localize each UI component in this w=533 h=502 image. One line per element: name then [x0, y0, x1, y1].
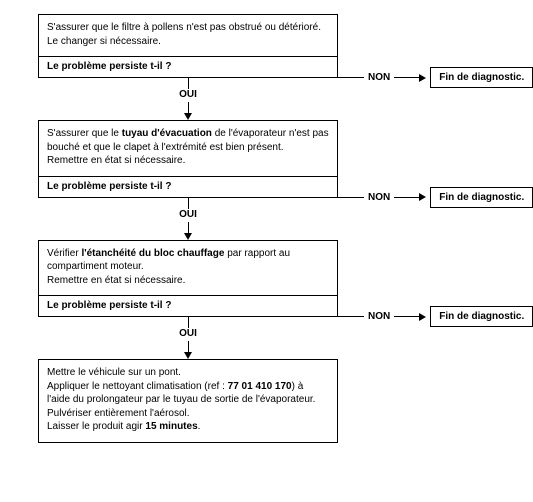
- oui-label-3: OUI: [177, 328, 199, 339]
- non-label-2: NON: [364, 192, 394, 203]
- arrow-down-icon: [184, 352, 192, 359]
- final-line-4: Laisser le produit agir 15 minutes.: [47, 421, 200, 432]
- non-label-3: NON: [364, 311, 394, 322]
- connector-line: [394, 197, 420, 198]
- connector-line: [338, 197, 364, 198]
- end-box-1: Fin de diagnostic.: [430, 67, 533, 88]
- non-branch-2: NON Fin de diagnostic.: [338, 187, 533, 208]
- non-branch-1: NON Fin de diagnostic.: [338, 67, 533, 88]
- end-box-3: Fin de diagnostic.: [430, 306, 533, 327]
- step-3-question: Le problème persiste t-il ?: [39, 295, 337, 316]
- step-block-3: Vérifier l'étanchéité du bloc chauffage …: [38, 240, 338, 318]
- arrow-right-icon: [419, 74, 426, 82]
- final-block: Mettre le véhicule sur un pont. Applique…: [38, 359, 338, 443]
- step-2-text: S'assurer que le tuyau d'évacuation de l…: [39, 121, 337, 176]
- connector-line: [338, 316, 364, 317]
- arrow-down-icon: [184, 113, 192, 120]
- connector-line: [394, 77, 420, 78]
- non-label-1: NON: [364, 72, 394, 83]
- step-2-line-2: Remettre en état si nécessaire.: [47, 155, 185, 166]
- arrow-right-icon: [419, 313, 426, 321]
- final-line-1: Mettre le véhicule sur un pont.: [47, 367, 181, 378]
- step-block-2: S'assurer que le tuyau d'évacuation de l…: [38, 120, 338, 198]
- step-2-line-1: S'assurer que le tuyau d'évacuation de l…: [47, 128, 329, 153]
- step-3-text: Vérifier l'étanchéité du bloc chauffage …: [39, 241, 337, 296]
- step-1-line-2: Le changer si nécessaire.: [47, 36, 161, 47]
- step-block-1: S'assurer que le filtre à pollens n'est …: [38, 14, 338, 78]
- step-3-line-1: Vérifier l'étanchéité du bloc chauffage …: [47, 248, 290, 273]
- oui-label-1: OUI: [177, 89, 199, 100]
- step-2-question: Le problème persiste t-il ?: [39, 176, 337, 197]
- arrow-down-icon: [184, 233, 192, 240]
- oui-label-2: OUI: [177, 209, 199, 220]
- arrow-right-icon: [419, 193, 426, 201]
- non-branch-3: NON Fin de diagnostic.: [338, 306, 533, 327]
- oui-connector-2: OUI: [38, 198, 338, 240]
- final-line-3: Pulvériser entièrement l'aérosol.: [47, 408, 190, 419]
- end-box-2: Fin de diagnostic.: [430, 187, 533, 208]
- final-line-2: Appliquer le nettoyant climatisation (re…: [47, 381, 315, 406]
- oui-connector-1: OUI: [38, 78, 338, 120]
- oui-connector-3: OUI: [38, 317, 338, 359]
- connector-line: [394, 316, 420, 317]
- step-1-question: Le problème persiste t-il ?: [39, 56, 337, 77]
- step-1-text: S'assurer que le filtre à pollens n'est …: [39, 15, 337, 56]
- step-3-line-2: Remettre en état si nécessaire.: [47, 275, 185, 286]
- step-1-line-1: S'assurer que le filtre à pollens n'est …: [47, 22, 321, 33]
- connector-line: [338, 77, 364, 78]
